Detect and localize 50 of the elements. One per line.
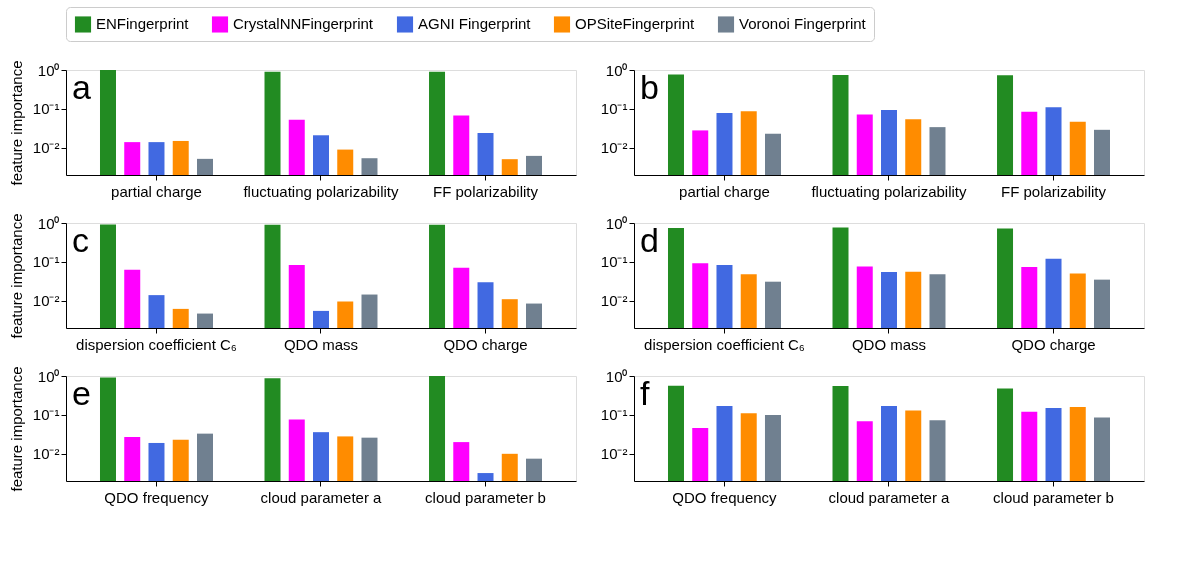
- x-tick-label: QDO mass: [283, 335, 359, 353]
- y-tick-label: 10⁻²: [600, 445, 628, 463]
- y-tick-label: 10⁰: [37, 214, 60, 232]
- y-tick-label: 10⁻²: [32, 292, 60, 310]
- x-tick-label: cloud parameter a: [828, 488, 951, 506]
- y-tick-label: 10⁻¹: [32, 406, 60, 424]
- y-tick-label: 10⁻²: [600, 292, 628, 310]
- x-tick-label: QDO mass: [851, 335, 927, 353]
- y-tick-label: 10⁻¹: [32, 100, 60, 118]
- y-tick-label: 10⁻²: [600, 139, 628, 157]
- x-tick-label: QDO charge: [1011, 335, 1096, 353]
- annotation: c: [72, 221, 89, 259]
- annotation: d: [640, 221, 659, 259]
- y-tick-label: 10⁰: [605, 214, 628, 232]
- y-axis-title: feature importance: [7, 366, 25, 492]
- x-tick-label: FF polarizability: [433, 182, 539, 200]
- y-tick-label: 10⁻²: [32, 139, 60, 157]
- x-tick-label: cloud parameter b: [993, 488, 1114, 506]
- x-tick-label: cloud parameter b: [425, 488, 546, 506]
- legend-label: OPSiteFingerprint: [575, 15, 696, 33]
- annotation: e: [72, 374, 91, 412]
- x-tick-label: cloud parameter a: [260, 488, 383, 506]
- x-tick-label: FF polarizability: [1001, 182, 1107, 200]
- y-tick-label: 10⁻²: [32, 445, 60, 463]
- y-tick-label: 10⁰: [605, 61, 628, 79]
- y-tick-label: 10⁰: [605, 367, 628, 385]
- y-axis-title: feature importance: [7, 213, 25, 339]
- y-tick-label: 10⁻¹: [600, 406, 628, 424]
- x-tick-label: partial charge: [111, 182, 202, 200]
- x-tick-label: dispersion coefficient C₆: [644, 335, 805, 353]
- x-tick-label: fluctuating polarizability: [811, 182, 968, 200]
- x-tick-label: QDO frequency: [672, 488, 778, 506]
- legend-label: CrystalNNFingerprint: [233, 15, 374, 33]
- y-tick-label: 10⁰: [37, 61, 60, 79]
- x-tick-label: dispersion coefficient C₆: [76, 335, 237, 353]
- annotation: b: [640, 68, 659, 106]
- annotation: f: [640, 374, 650, 412]
- legend-label: ENFingerprint: [96, 15, 190, 33]
- x-tick-label: QDO charge: [443, 335, 528, 353]
- y-axis-title: feature importance: [7, 60, 25, 186]
- x-tick-label: partial charge: [679, 182, 770, 200]
- y-tick-label: 10⁰: [37, 367, 60, 385]
- y-tick-label: 10⁻¹: [32, 253, 60, 271]
- annotation: a: [72, 68, 91, 106]
- legend-label: AGNI Fingerprint: [418, 15, 532, 33]
- legend-label: Voronoi Fingerprint: [739, 15, 867, 33]
- x-tick-label: fluctuating polarizability: [243, 182, 400, 200]
- y-tick-label: 10⁻¹: [600, 100, 628, 118]
- x-tick-label: QDO frequency: [104, 488, 210, 506]
- y-tick-label: 10⁻¹: [600, 253, 628, 271]
